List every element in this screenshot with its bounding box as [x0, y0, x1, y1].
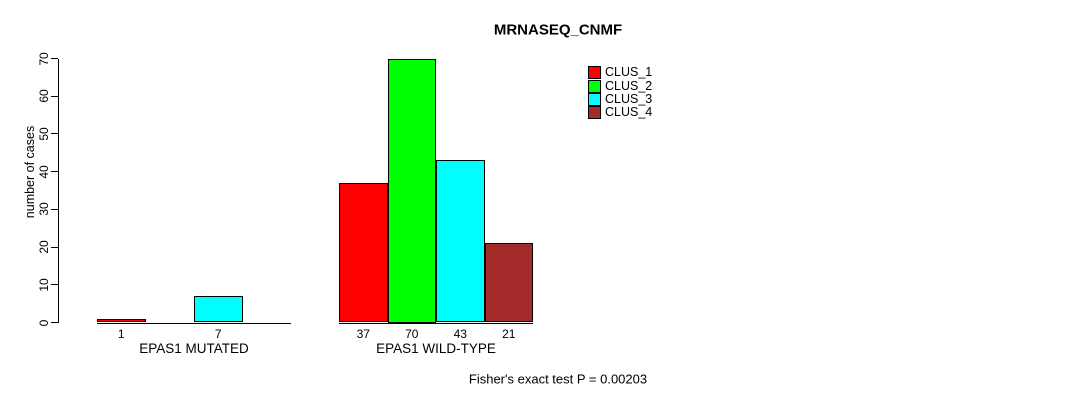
y-axis-tick — [51, 95, 58, 97]
legend-item: CLUS_3 — [588, 91, 653, 106]
legend-label: CLUS_3 — [605, 91, 653, 106]
y-axis-tick-label: 10 — [37, 278, 51, 292]
y-axis-tick — [51, 133, 58, 135]
y-axis-tick-label: 40 — [37, 164, 51, 179]
bar-value-label: 70 — [405, 327, 419, 341]
chart-title: MRNASEQ_CNMF — [493, 21, 623, 39]
y-axis-tick — [51, 284, 58, 286]
bar-clus_2 — [387, 58, 436, 323]
bar-value-label: 7 — [214, 327, 222, 341]
y-axis-tick — [51, 322, 58, 323]
bar-clus_3 — [436, 160, 485, 323]
legend-item: CLUS_4 — [588, 105, 653, 120]
legend: CLUS_1 CLUS_2 CLUS_3 CLUS_4 — [588, 66, 652, 120]
y-axis-line — [58, 58, 59, 323]
legend-label: CLUS_4 — [605, 105, 653, 120]
legend-label: CLUS_1 — [605, 65, 653, 80]
fisher-test-annotation: Fisher's exact test P = 0.00203 — [468, 371, 648, 387]
y-axis-tick-label: 20 — [37, 240, 51, 254]
bar-value-label: 37 — [356, 327, 370, 341]
y-axis-tick-label: 50 — [37, 127, 51, 141]
bar-clus_3 — [194, 296, 243, 323]
bar-clus_4 — [484, 243, 533, 323]
x-axis-baseline — [97, 322, 291, 324]
y-axis-tick-label: 60 — [37, 89, 51, 103]
legend-item: CLUS_1 — [588, 65, 653, 80]
y-axis-label: number of cases — [23, 125, 37, 219]
y-axis-tick-label: 70 — [37, 51, 51, 66]
bar-value-label: 21 — [502, 327, 516, 341]
x-category-label: EPAS1 WILD-TYPE — [376, 341, 496, 356]
legend-swatch-icon — [588, 79, 601, 93]
legend-item: CLUS_2 — [588, 78, 653, 93]
bar-value-label: 43 — [453, 327, 467, 341]
y-axis-tick — [51, 171, 58, 173]
x-category-label: EPAS1 MUTATED — [139, 341, 249, 356]
y-axis-tick-label: 0 — [37, 319, 51, 326]
x-axis-baseline — [339, 322, 533, 324]
bar-clus_1 — [339, 182, 388, 323]
y-axis-tick — [51, 208, 58, 210]
legend-label: CLUS_2 — [605, 78, 653, 93]
bar-clus_1 — [97, 318, 146, 323]
bar-value-label: 1 — [117, 327, 125, 341]
y-axis-tick-label: 30 — [37, 202, 51, 217]
y-axis-tick — [51, 246, 58, 248]
y-axis-tick — [51, 58, 58, 59]
legend-swatch-icon — [588, 92, 601, 106]
legend-swatch-icon — [588, 106, 601, 120]
legend-swatch-icon — [588, 66, 601, 80]
